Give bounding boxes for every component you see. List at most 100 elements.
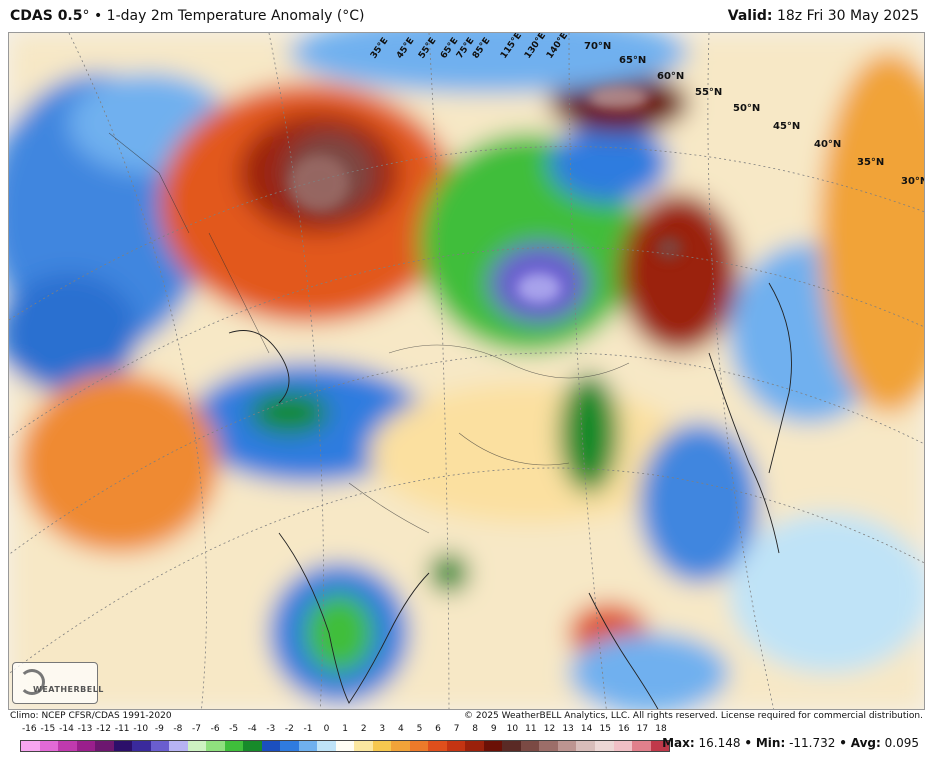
colorbar-swatch xyxy=(261,741,281,751)
colorbar-swatch xyxy=(150,741,170,751)
avg-value: 0.095 xyxy=(884,736,919,750)
colorbar-swatch xyxy=(187,741,207,751)
swirl-icon xyxy=(19,669,45,695)
colorbar-swatch xyxy=(539,741,558,751)
colorbar-swatch xyxy=(409,741,429,751)
colorbar-tick-label: -13 xyxy=(77,724,93,734)
copyright-note: © 2025 WeatherBELL Analytics, LLC. All r… xyxy=(464,711,923,721)
colorbar-tick-label: 14 xyxy=(580,724,593,734)
colorbar-swatch xyxy=(428,741,447,751)
colorbar-tick-label: -7 xyxy=(192,724,201,734)
min-label: Min: xyxy=(755,736,786,750)
model-degree: ° xyxy=(82,8,90,24)
lat-label: 45°N xyxy=(773,121,801,132)
avg-label: Avg: xyxy=(850,736,881,750)
colorbar-tick-label: -12 xyxy=(96,724,111,734)
colorbar-tick-label: 0 xyxy=(323,724,330,734)
colorbar-swatch xyxy=(132,741,151,751)
colorbar-tick-label: 1 xyxy=(342,724,348,734)
colorbar-swatch xyxy=(446,741,466,751)
colorbar-swatch xyxy=(243,741,262,751)
colorbar-swatch xyxy=(169,741,188,751)
colorbar-swatch xyxy=(76,741,96,751)
colorbar-swatch xyxy=(317,741,336,751)
valid-label: Valid: xyxy=(727,8,773,24)
colorbar-tick-label: -9 xyxy=(154,724,164,734)
lat-label: 35°N xyxy=(857,157,885,168)
logo-text: WEATHERBELL xyxy=(33,685,104,694)
colorbar-swatch xyxy=(21,741,40,751)
colorbar-tick-label: 16 xyxy=(618,724,630,734)
model-name: CDAS 0.5 xyxy=(10,8,83,24)
colorbar-tick-label: 12 xyxy=(543,724,556,734)
stats-sep: • xyxy=(744,736,753,750)
anomaly-field xyxy=(9,33,924,709)
colorbar-tick-label: -6 xyxy=(210,724,220,734)
colorbar-swatch xyxy=(335,741,355,751)
colorbar-swatch xyxy=(95,741,114,751)
stats-sep: • xyxy=(839,736,847,750)
colorbar-tick-label: 18 xyxy=(655,724,667,734)
product-title: 1-day 2m Temperature Anomaly (°C) xyxy=(106,8,365,24)
colorbar-swatch xyxy=(650,741,670,751)
colorbar xyxy=(20,740,670,752)
colorbar-swatch xyxy=(594,741,614,751)
lat-label: 40°N xyxy=(814,139,842,150)
colorbar-tick-label: 10 xyxy=(506,724,519,734)
colorbar-tick-label: 8 xyxy=(472,724,479,734)
min-value: -11.732 xyxy=(789,736,836,750)
map-header: CDAS 0.5° • 1-day 2m Temperature Anomaly… xyxy=(0,0,935,32)
colorbar-swatch xyxy=(298,741,318,751)
colorbar-swatch xyxy=(502,741,521,751)
colorbar-swatch xyxy=(206,741,225,751)
country-borders xyxy=(108,132,630,534)
lat-label: 30°N xyxy=(901,176,924,187)
colorbar-tick-label: 4 xyxy=(397,724,404,734)
colorbar-tick-label: -15 xyxy=(40,724,56,734)
colorbar-swatch xyxy=(354,741,373,751)
coastlines xyxy=(228,282,792,709)
colorbar-tick-label: 3 xyxy=(379,724,386,734)
anomaly-map-canvas xyxy=(9,33,924,709)
colorbar-tick-label: 7 xyxy=(453,724,460,734)
colorbar-tick-label: 9 xyxy=(490,724,497,734)
colorbar-tick-label: 17 xyxy=(636,724,649,734)
colorbar-tick-label: 5 xyxy=(416,724,423,734)
colorbar-tick-label: -1 xyxy=(303,724,313,734)
lat-label: 70°N xyxy=(584,41,612,52)
colorbar-swatch xyxy=(613,741,633,751)
map-title: CDAS 0.5° • 1-day 2m Temperature Anomaly… xyxy=(10,8,365,24)
colorbar-tick-label: -16 xyxy=(21,724,37,734)
lat-label: 50°N xyxy=(733,103,761,114)
colorbar-tick-label: -14 xyxy=(59,724,74,734)
title-bullet: • xyxy=(93,8,103,24)
colorbar-tick-label: -11 xyxy=(114,724,130,734)
colorbar-tick-label: 6 xyxy=(435,724,441,734)
colorbar-swatch xyxy=(391,741,410,751)
colorbar-swatch xyxy=(632,741,651,751)
colorbar-tick-label: -8 xyxy=(173,724,183,734)
colorbar-tick-label: 15 xyxy=(599,724,611,734)
weatherbell-logo: WEATHERBELL xyxy=(12,662,103,704)
stats-readout: Max: 16.148 • Min: -11.732 • Avg: 0.095 xyxy=(662,736,919,750)
colorbar-swatch xyxy=(280,741,299,751)
colorbar-tick-label: 11 xyxy=(525,724,537,734)
max-label: Max: xyxy=(662,736,695,750)
colorbar-swatch xyxy=(465,741,484,751)
colorbar-swatch xyxy=(372,741,392,751)
colorbar-tick-label: -4 xyxy=(247,724,257,734)
colorbar-tick-label: -5 xyxy=(229,724,239,734)
colorbar-tick-label: -10 xyxy=(133,724,149,734)
colorbar-swatch xyxy=(58,741,77,751)
colorbar-swatch xyxy=(224,741,244,751)
colorbar-swatch xyxy=(113,741,133,751)
lat-label: 60°N xyxy=(657,71,685,82)
anomaly-map[interactable]: 35°E 45°E 55°E 65°E 75°E 85°E 115°E 130°… xyxy=(8,32,925,710)
valid-time: Valid: 18z Fri 30 May 2025 xyxy=(728,8,919,24)
colorbar-tick-label: -2 xyxy=(284,724,294,734)
colorbar-swatch xyxy=(520,741,540,751)
colorbar-tick-label: -3 xyxy=(266,724,276,734)
colorbar-swatch xyxy=(39,741,59,751)
colorbar-ticks: -16 -15 -14 -13 -12 -11 -10 -9 -8 -7 -6 -5 -4 -3 -2 -1 0… xyxy=(20,724,670,738)
colorbar-swatch xyxy=(483,741,503,751)
